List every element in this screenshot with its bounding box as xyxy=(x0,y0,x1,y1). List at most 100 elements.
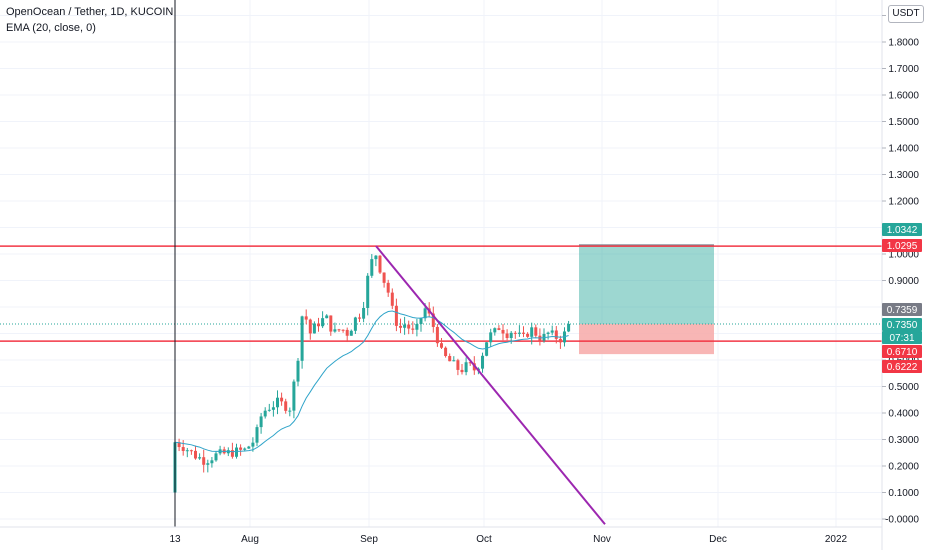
y-tick-label: 1.8000 xyxy=(888,38,919,49)
candle-body xyxy=(308,319,312,334)
candle-body xyxy=(440,343,443,348)
profit-zone[interactable] xyxy=(579,244,714,324)
candle-body xyxy=(198,457,202,459)
candle-body xyxy=(489,332,493,343)
y-tick-label: 0.3000 xyxy=(888,435,919,446)
candle-body xyxy=(202,457,206,465)
candle-body xyxy=(230,450,234,457)
y-tick-label: 0.4000 xyxy=(888,409,919,420)
candle-body xyxy=(263,410,267,417)
candle-body xyxy=(517,332,521,334)
price-badge xyxy=(882,223,922,236)
y-tick-label: 1.2000 xyxy=(888,197,919,208)
time-axis[interactable]: 13 Aug Sep Oct Nov Dec 2022 xyxy=(169,534,847,545)
y-tick-label: 1.5000 xyxy=(888,117,919,128)
candle-body xyxy=(304,316,308,320)
chart-grid xyxy=(0,0,882,527)
currency-button[interactable]: USDT xyxy=(888,5,924,23)
candle-body xyxy=(497,328,501,330)
candle-body xyxy=(378,255,382,273)
horizontal-lines[interactable] xyxy=(0,245,882,342)
candle-body xyxy=(194,450,197,459)
y-tick-label: 1.4000 xyxy=(888,144,919,155)
candle-body xyxy=(210,460,214,464)
candle-body xyxy=(337,329,341,331)
candle-body xyxy=(345,329,349,336)
y-tick-label: 1.6000 xyxy=(888,91,919,102)
price-badge-label: 07:31 xyxy=(889,333,914,344)
price-badge xyxy=(882,318,922,331)
candle-body xyxy=(456,360,460,370)
candle-body xyxy=(468,362,472,364)
candle-body xyxy=(333,329,337,332)
candle-body xyxy=(399,325,402,328)
symbol-title: OpenOcean / Tether, 1D, KUCOIN xyxy=(6,6,174,18)
candle-body xyxy=(214,453,218,461)
candle-body xyxy=(444,347,448,357)
candle-body xyxy=(206,463,210,465)
price-badge-label: 0.6710 xyxy=(887,347,918,358)
candle-body xyxy=(300,316,304,361)
candle-body xyxy=(235,447,238,457)
price-badge-label: 1.0342 xyxy=(887,225,918,236)
y-tick-label: 1.0000 xyxy=(888,250,919,261)
candle-body xyxy=(415,323,419,330)
candle-body xyxy=(267,409,271,411)
candle-body xyxy=(276,397,279,408)
candle-body xyxy=(185,450,189,452)
candle-body xyxy=(317,323,320,327)
candle-body xyxy=(394,305,398,326)
price-badge-label: 0.6222 xyxy=(887,362,918,373)
candle-body xyxy=(526,333,530,337)
indicator-legend: EMA (20, close, 0) xyxy=(6,22,96,34)
candle-body xyxy=(509,332,513,339)
price-badge xyxy=(882,331,922,344)
candle-body xyxy=(505,333,509,339)
candle-body xyxy=(448,356,452,362)
candle-body xyxy=(493,328,497,333)
trend-line[interactable] xyxy=(375,245,606,525)
candle-body xyxy=(366,275,370,308)
candle-body xyxy=(271,407,275,410)
loss-zone[interactable] xyxy=(579,323,714,355)
candle-body xyxy=(554,330,558,339)
x-tick-label: 2022 xyxy=(825,534,848,545)
candle-body xyxy=(259,416,263,428)
candle-body xyxy=(423,308,427,319)
candle-body xyxy=(251,442,255,447)
candle-body xyxy=(247,446,251,449)
candle-body xyxy=(452,360,456,362)
candle-body xyxy=(522,332,525,334)
candle-body xyxy=(530,327,534,337)
candle-body xyxy=(181,447,185,451)
y-tick-label: 1.7000 xyxy=(888,64,919,75)
candle-body xyxy=(485,342,489,356)
candle-body xyxy=(567,323,571,332)
candle-body xyxy=(403,324,407,328)
x-tick-label: 13 xyxy=(169,534,181,545)
x-tick-label: Oct xyxy=(476,534,492,545)
candle-body xyxy=(411,328,415,330)
candle-body xyxy=(288,410,292,412)
candle-body xyxy=(435,326,439,344)
price-badges: 1.0342 1.0295 0.7359 0.7350 07:31 0.6710 0.622… xyxy=(882,223,922,373)
candle-body xyxy=(325,315,329,319)
candle-body xyxy=(370,259,374,276)
candle-body xyxy=(419,318,423,324)
x-tick-label: Aug xyxy=(241,534,259,545)
price-badge xyxy=(882,239,922,252)
candle-body xyxy=(431,313,435,327)
candle-body xyxy=(481,355,484,369)
candle-body xyxy=(460,369,464,373)
price-badge xyxy=(882,345,922,358)
candle-body xyxy=(321,318,325,327)
price-axis-bg xyxy=(882,0,932,527)
candle-body xyxy=(374,255,378,260)
candle-body xyxy=(546,332,550,334)
candle-body xyxy=(341,329,345,331)
long-position-zones[interactable] xyxy=(579,244,714,355)
candle-body xyxy=(382,272,386,283)
y-tick-label: 0.9000 xyxy=(888,276,919,287)
candle-body xyxy=(386,282,390,293)
